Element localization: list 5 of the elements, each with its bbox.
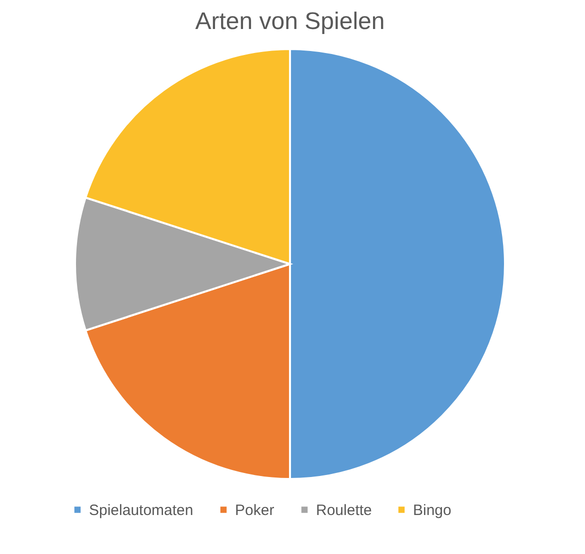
- legend-label: Poker: [235, 502, 274, 519]
- legend-label: Roulette: [316, 502, 372, 519]
- legend-label: Bingo: [413, 502, 452, 519]
- chart-title: Arten von Spielen: [195, 8, 385, 35]
- legend-label: Spielautomaten: [89, 502, 194, 519]
